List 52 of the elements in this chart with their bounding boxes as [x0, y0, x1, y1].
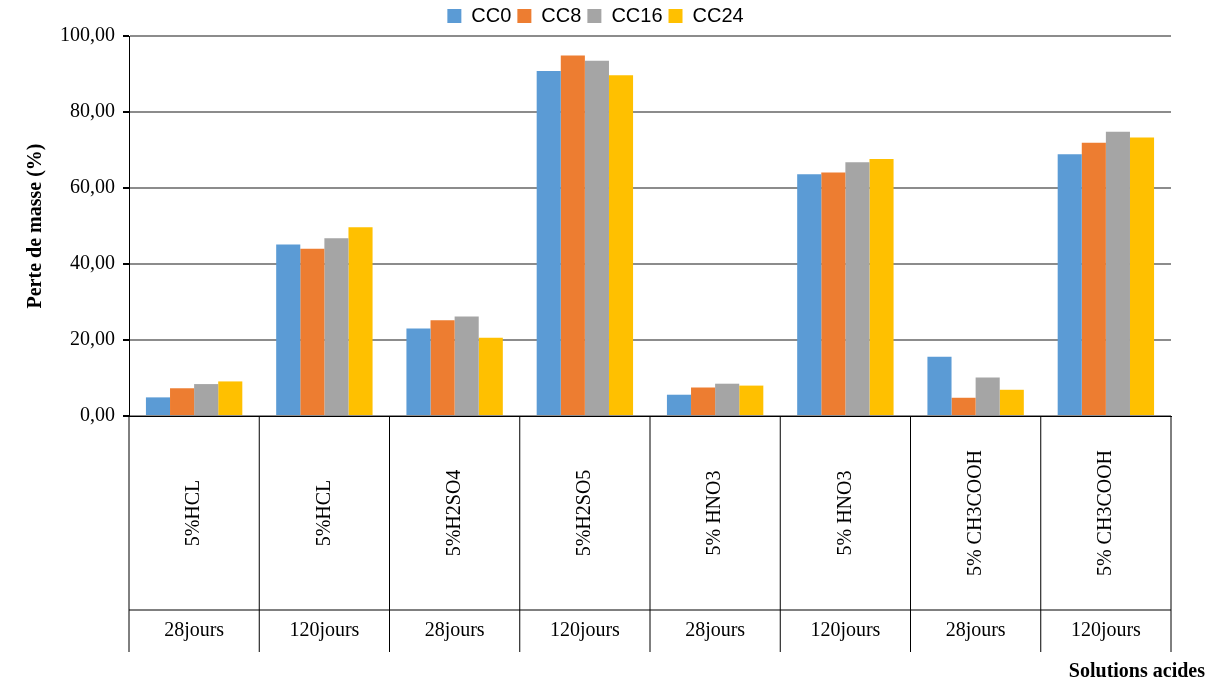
y-tick-label: 80,00 [70, 99, 115, 122]
category-label: 5%H2SO5 120jours [549, 469, 620, 641]
y-tick-label: 60,00 [70, 175, 115, 198]
bar [608, 75, 634, 415]
bar [739, 385, 764, 415]
legend-label: CC0 [471, 3, 512, 26]
bar [869, 159, 894, 415]
bar [821, 172, 846, 415]
y-axis-title: Perte de masse (%) [23, 143, 47, 309]
category-label: 5%HCL 120jours [289, 479, 360, 641]
bar [276, 244, 301, 415]
category-label: 5%H2SO4 28jours [424, 469, 485, 641]
y-tick-label: 40,00 [70, 251, 115, 274]
bar [170, 388, 195, 415]
y-tick-label: 20,00 [70, 327, 115, 350]
bar [797, 174, 822, 415]
bar [300, 248, 325, 415]
bar [430, 320, 455, 415]
bar [1105, 131, 1130, 415]
category-label: 5% CH3COOH 120jours [1070, 449, 1141, 641]
bar [1129, 137, 1155, 415]
bar [845, 162, 870, 415]
bar [406, 328, 431, 415]
bar [145, 397, 171, 415]
bar [999, 389, 1024, 415]
text: Solutions acides [1068, 659, 1206, 682]
bar [536, 70, 561, 415]
bar [324, 238, 349, 415]
y-tick-label: 100,00 [60, 23, 115, 46]
bar [715, 383, 740, 415]
bar [1057, 154, 1082, 415]
category-label: 5%HCL 28jours [164, 479, 225, 641]
bar [666, 394, 692, 415]
bar [691, 387, 716, 415]
category-label: 5% CH3COOH 28jours [945, 449, 1006, 641]
bar [1081, 142, 1106, 415]
bar [348, 227, 373, 415]
bar [951, 397, 976, 415]
legend-label: CC8 [541, 3, 582, 26]
y-tick-label: 0,00 [80, 403, 115, 426]
bar [560, 55, 585, 415]
legend-label: CC16 [611, 3, 663, 26]
category-label: 5% HNO3 120jours [810, 470, 881, 641]
bar [927, 356, 952, 415]
bar [584, 60, 609, 415]
bar [454, 316, 479, 415]
category-label: 5% HNO3 28jours [685, 470, 746, 641]
bar [478, 337, 503, 415]
legend-label: CC24 [692, 3, 744, 26]
bar [975, 377, 1000, 415]
bar [194, 384, 219, 415]
bar [218, 381, 243, 415]
